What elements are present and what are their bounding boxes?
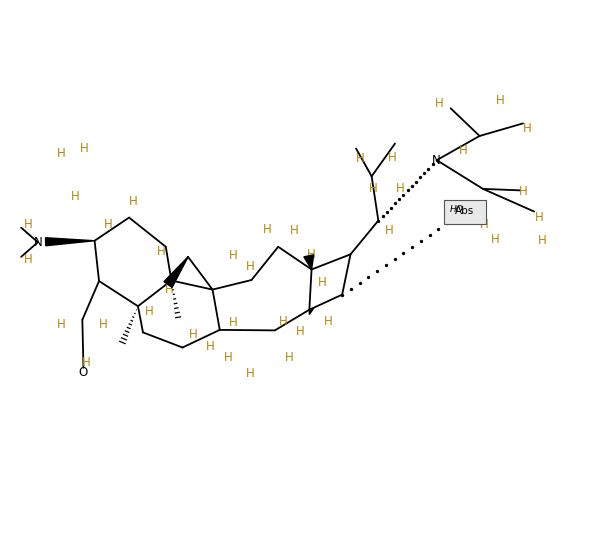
Text: H: H [157,245,166,258]
Text: H: H [80,142,89,155]
Text: O: O [79,366,88,379]
Text: H: H [285,351,294,364]
FancyBboxPatch shape [444,199,485,223]
Text: H: H [318,275,327,289]
Text: H: H [23,253,32,266]
Text: H: H [458,143,468,157]
Text: H: H [496,94,505,107]
Text: H: H [246,260,255,274]
Text: H: H [230,249,238,263]
Text: H: H [129,195,138,208]
Text: H: H [368,182,377,196]
Text: H: H [263,223,272,235]
Text: H: H [536,211,544,224]
Text: H: H [289,224,298,237]
Text: H: H [491,233,499,246]
Text: H: H [307,248,316,261]
Text: H: H [71,190,80,203]
Text: H: H [165,283,174,296]
Text: H: H [23,218,32,230]
Polygon shape [309,308,314,315]
Text: H: H [324,315,333,328]
Text: H: H [57,147,65,160]
Text: HO: HO [450,205,463,214]
Text: H: H [206,340,215,353]
Text: H: H [279,315,288,328]
Polygon shape [45,238,95,246]
Text: H: H [396,182,405,196]
Text: H: H [57,319,65,331]
Text: H: H [385,224,394,237]
Text: H: H [296,325,305,338]
Text: N: N [432,153,441,167]
Text: H: H [480,218,488,230]
Text: H: H [518,185,528,198]
Polygon shape [164,257,188,288]
Text: H: H [388,151,397,163]
Text: H: H [104,218,113,230]
Polygon shape [304,255,314,269]
Text: H: H [246,367,255,380]
Text: H: H [82,356,91,369]
Text: H: H [224,351,233,364]
Text: H: H [523,122,532,135]
Text: H: H [356,152,365,165]
Text: H: H [144,305,154,318]
Text: H: H [99,319,107,331]
Text: Abs: Abs [455,206,474,216]
Text: H: H [435,97,444,110]
Text: N: N [34,236,42,249]
Text: H: H [538,234,547,247]
Text: H: H [230,316,238,329]
Text: H: H [189,329,198,341]
